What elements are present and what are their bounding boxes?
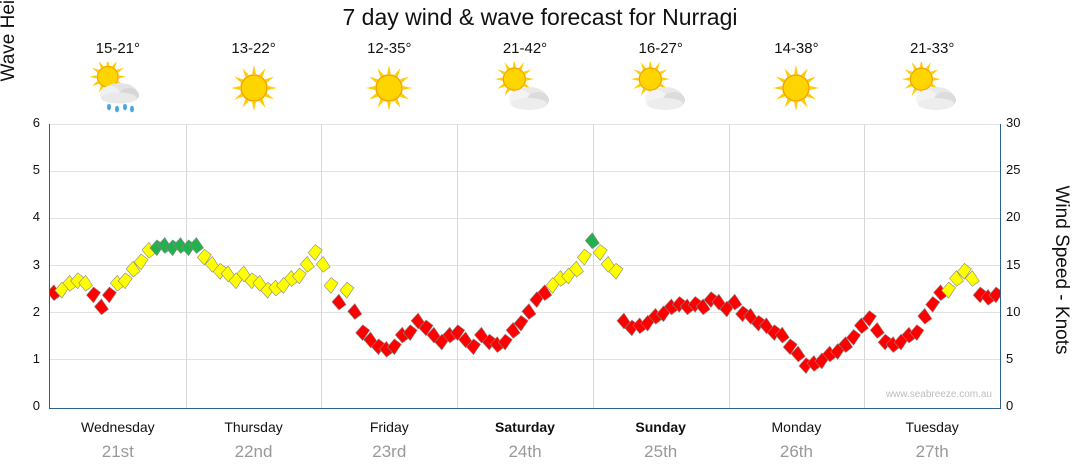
day-temperature-range: 14-38° xyxy=(774,40,819,57)
x-axis-day-date: 22nd xyxy=(234,442,273,461)
x-axis-day-name: Saturday xyxy=(495,419,555,435)
rain-shower-icon xyxy=(87,58,149,114)
partly-cloudy-icon xyxy=(901,59,963,114)
y-tick-left: 1 xyxy=(32,350,40,366)
partly-cloudy-icon xyxy=(494,59,556,114)
partly-cloudy-icon xyxy=(630,59,692,114)
day-separator xyxy=(864,124,865,408)
sunny-icon xyxy=(765,62,827,114)
y-tick-left: 3 xyxy=(32,256,40,272)
x-axis-day-date: 24th xyxy=(508,442,542,461)
gridline xyxy=(50,359,1000,361)
x-axis-day-name: Friday xyxy=(369,419,409,435)
y-tick-left: 5 xyxy=(32,162,40,178)
wind-arrow-series xyxy=(50,232,1000,375)
y-tick-left: 2 xyxy=(32,303,40,319)
y-tick-left: 4 xyxy=(32,209,40,225)
x-axis-day-name: Monday xyxy=(771,419,822,435)
day-temperature-range: 16-27° xyxy=(638,40,683,57)
x-axis-day-name: Thursday xyxy=(224,419,283,435)
x-axis-day-date: 26th xyxy=(779,442,813,461)
day-separator xyxy=(593,124,594,408)
x-axis-day-date: 23rd xyxy=(372,442,407,461)
day-temperature-range: 15-21° xyxy=(95,40,141,57)
y-tick-right: 5 xyxy=(1006,350,1014,366)
day-separator xyxy=(457,124,458,408)
day-temperature-range: 13-22° xyxy=(231,40,276,57)
gridline xyxy=(50,170,1000,172)
x-axis-day-name: Wednesday xyxy=(81,419,155,435)
x-axis-day-date: 27th xyxy=(915,442,949,461)
day-temperature-range: 21-33° xyxy=(909,40,955,57)
day-separator xyxy=(186,124,187,408)
x-axis-day-date: 25th xyxy=(644,442,678,461)
sunny-icon xyxy=(223,62,285,114)
y-tick-left: 6 xyxy=(32,115,40,130)
day-temperature-range: 12-35° xyxy=(367,40,412,57)
y-tick-right: 15 xyxy=(1006,256,1021,272)
x-axis-day-name: Sunday xyxy=(635,419,686,435)
gridline xyxy=(50,123,1000,125)
sunny-icon xyxy=(358,62,420,114)
y-axis-label-left: Wave Height - Metres xyxy=(0,0,20,130)
chart-title: 7 day wind & wave forecast for Nurragi xyxy=(342,4,738,30)
x-axis-day-date: 21st xyxy=(101,442,134,461)
watermark: www.seabreeze.com.au xyxy=(885,389,992,400)
day-separator xyxy=(729,124,730,408)
chart-plot-area: www.seabreeze.com.au xyxy=(49,123,1001,409)
y-tick-right: 25 xyxy=(1006,162,1021,178)
y-tick-right: 0 xyxy=(1006,398,1014,413)
y-tick-right: 10 xyxy=(1006,303,1021,319)
y-tick-left: 0 xyxy=(32,398,40,413)
y-tick-right: 30 xyxy=(1006,115,1021,130)
gridline xyxy=(50,265,1000,266)
day-temperature-range: 21-42° xyxy=(502,40,548,57)
y-tick-right: 20 xyxy=(1006,209,1021,225)
gridline xyxy=(50,217,1000,219)
y-axis-label-right: Wind Speed - Knots xyxy=(1051,185,1072,355)
x-axis-day-name: Tuesday xyxy=(905,419,959,435)
